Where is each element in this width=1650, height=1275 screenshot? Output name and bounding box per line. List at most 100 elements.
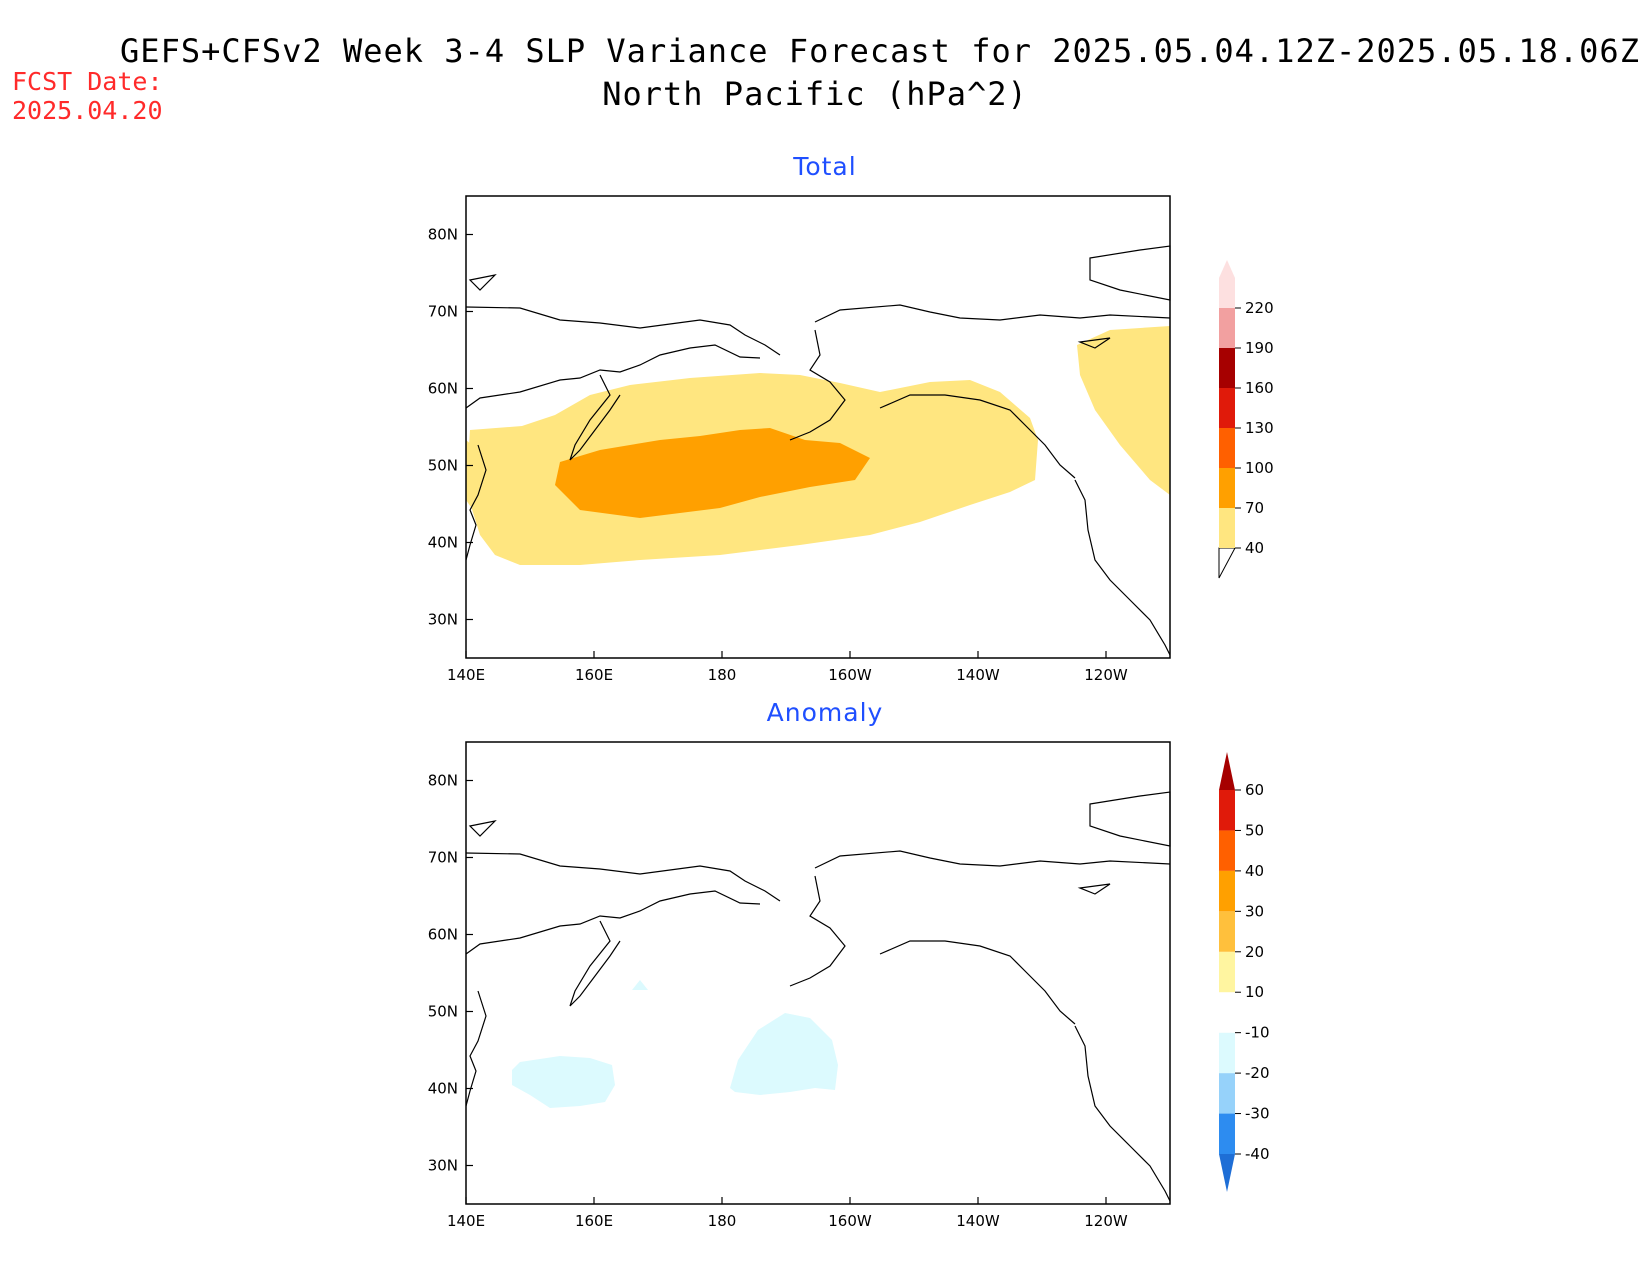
total-lat-tick-label: 60N (428, 380, 458, 398)
total-lat-tick-label: 50N (428, 457, 458, 475)
anomaly-colorbar-upper-tail (1219, 752, 1235, 790)
total-coast-gulf-alaska (879, 394, 1076, 479)
total-coast-north-america-west (1074, 479, 1171, 656)
anomaly-region-neg10-central (730, 1013, 838, 1095)
total-colorbar-segment (1219, 428, 1235, 468)
anomaly-coast-gulf-alaska (879, 940, 1076, 1025)
anomaly-colorbar-segment (1219, 951, 1235, 993)
anomaly-lat-tick-label: 50N (428, 1003, 458, 1021)
anomaly-colorbar-segment (1219, 830, 1235, 871)
anomaly-coast-alaska (814, 850, 1171, 869)
anomaly-colorbar-segment (1219, 870, 1235, 912)
anomaly-colorbar-label: -20 (1245, 1064, 1270, 1082)
total-coast-japan (465, 444, 487, 561)
anomaly-lat-tick-label: 70N (428, 849, 458, 867)
anomaly-lon-tick-label: 140E (447, 1212, 485, 1230)
panel-title-anomaly: Anomaly (766, 698, 884, 727)
anomaly-coast-alaska-west (789, 875, 846, 987)
total-colorbar-segment (1219, 468, 1235, 508)
total-colorbar-segment (1219, 348, 1235, 388)
anomaly-region-neg10-small (632, 980, 648, 990)
total-colorbar-label: 70 (1245, 499, 1264, 517)
anomaly-colorbar-label: 40 (1245, 862, 1264, 880)
total-colorbar-segment (1219, 308, 1235, 348)
anomaly-lat-tick-label: 60N (428, 926, 458, 944)
total-coast-islands (468, 245, 1171, 349)
anomaly-colorbar-label: -30 (1245, 1105, 1270, 1123)
total-axes: 140E 160E 180 160W 140W 120W 30N 40N 50N 60N 70N 80… (428, 195, 1171, 684)
anomaly-colorbar-label: 60 (1245, 781, 1264, 799)
total-lat-tick-label: 30N (428, 611, 458, 629)
total-colorbar-label: 220 (1245, 299, 1274, 317)
total-lat-tick-label: 80N (428, 226, 458, 244)
anomaly-lat-tick-label: 30N (428, 1157, 458, 1175)
anomaly-region-neg10-west (512, 1056, 615, 1108)
total-lon-tick-label: 140W (956, 666, 1000, 684)
anomaly-colorbar-segment (1219, 992, 1235, 1033)
anomaly-lon-tick-label: 160W (828, 1212, 872, 1230)
total-colorbar-label: 40 (1245, 539, 1264, 557)
anomaly-lon-tick-label: 180 (708, 1212, 737, 1230)
anomaly-lon-tick-label: 120W (1084, 1212, 1128, 1230)
anomaly-colorbar-label: 50 (1245, 821, 1264, 839)
anomaly-shading (512, 980, 838, 1108)
anomaly-colorbar-label: 30 (1245, 902, 1264, 920)
anomaly-colorbar: -40 -30 -20 -10 10 20 30 40 50 60 (1219, 752, 1270, 1192)
panel-anomaly (465, 791, 1171, 1202)
main-subtitle: North Pacific (hPa^2) (602, 75, 1028, 113)
total-coast-alaska (814, 304, 1171, 323)
total-lon-tick-label: 140E (447, 666, 485, 684)
anomaly-colorbar-segment (1219, 790, 1235, 831)
anomaly-colorbar-label: 10 (1245, 983, 1264, 1001)
anomaly-coast-asia-arctic (465, 852, 781, 902)
total-region-40-westedge (466, 440, 480, 520)
total-colorbar-segment (1219, 508, 1235, 548)
total-lon-tick-label: 160W (828, 666, 872, 684)
anomaly-colorbar-lower-tail (1219, 1154, 1235, 1192)
total-lon-tick-label: 180 (708, 666, 737, 684)
anomaly-lon-tick-label: 160E (575, 1212, 613, 1230)
anomaly-colorbar-label: 20 (1245, 943, 1264, 961)
total-map-frame (465, 195, 1171, 659)
anomaly-lon-tick-label: 140W (956, 1212, 1000, 1230)
anomaly-axes: 140E 160E 180 160W 140W 120W 30N 40N 50N 60N 70N 80… (428, 741, 1171, 1230)
total-colorbar-label: 100 (1245, 459, 1274, 477)
total-colorbar-segment (1219, 260, 1235, 308)
anomaly-coast-islands (468, 791, 1171, 895)
total-lat-tick-label: 40N (428, 534, 458, 552)
panel-total (465, 245, 1171, 656)
anomaly-map-frame (465, 741, 1171, 1205)
total-region-40-northeast (1077, 326, 1170, 495)
total-coast-alaska-west (789, 329, 846, 441)
total-colorbar-label: 130 (1245, 419, 1274, 437)
total-region-70 (555, 428, 870, 518)
forecast-date-value: 2025.04.20 (12, 96, 163, 125)
panel-title-total: Total (793, 152, 857, 181)
anomaly-coastlines (465, 791, 1171, 1202)
total-coast-kamchatka (569, 374, 621, 461)
total-colorbar-label: 190 (1245, 339, 1274, 357)
main-title: GEFS+CFSv2 Week 3-4 SLP Variance Forecas… (120, 32, 1640, 70)
total-lon-tick-label: 120W (1084, 666, 1128, 684)
anomaly-coast-asia-east (465, 890, 761, 955)
anomaly-colorbar-label: -10 (1245, 1024, 1270, 1042)
total-shading (466, 326, 1170, 565)
total-colorbar-label: 160 (1245, 379, 1274, 397)
total-colorbar-lower-tail (1218, 547, 1236, 579)
total-colorbar-segment (1219, 388, 1235, 428)
anomaly-coast-north-america-west (1074, 1025, 1171, 1202)
anomaly-lat-tick-label: 40N (428, 1080, 458, 1098)
anomaly-colorbar-segment (1219, 911, 1235, 952)
forecast-date-label: FCST Date: (12, 67, 163, 96)
total-colorbar: 40 70 100 130 160 190 220 (1218, 260, 1274, 579)
total-lat-tick-label: 70N (428, 303, 458, 321)
anomaly-colorbar-segment (1219, 1073, 1235, 1114)
anomaly-colorbar-segment (1219, 1113, 1235, 1154)
anomaly-colorbar-segment (1219, 1032, 1235, 1074)
anomaly-lat-tick-label: 80N (428, 772, 458, 790)
anomaly-colorbar-label: -40 (1245, 1145, 1270, 1163)
anomaly-coast-japan (465, 990, 487, 1107)
total-coast-asia-east (465, 344, 761, 409)
anomaly-coast-kamchatka (569, 920, 621, 1007)
